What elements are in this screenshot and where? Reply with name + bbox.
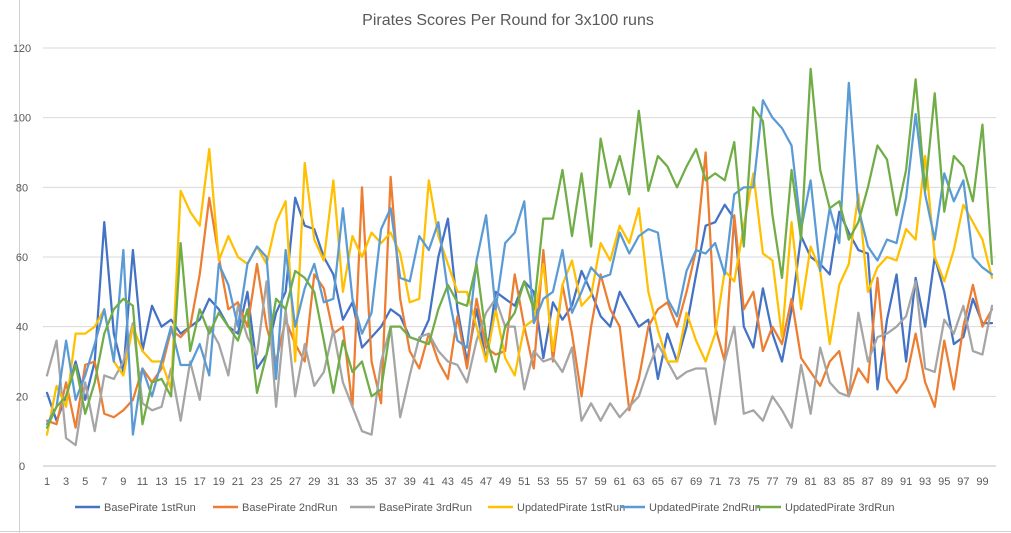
x-tick-label: 13 <box>155 476 167 488</box>
x-tick-label: 47 <box>480 476 492 488</box>
x-tick-label: 59 <box>595 476 607 488</box>
x-tick-label: 81 <box>805 476 817 488</box>
x-tick-label: 51 <box>518 476 530 488</box>
x-tick-label: 67 <box>671 476 683 488</box>
x-tick-label: 7 <box>101 476 107 488</box>
legend-item: BasePirate 2ndRun <box>213 502 337 514</box>
x-tick-label: 85 <box>843 476 855 488</box>
chart-title: Pirates Scores Per Round for 3x100 runs <box>362 12 654 29</box>
y-tick-label: 40 <box>16 322 28 334</box>
x-tick-label: 31 <box>327 476 339 488</box>
x-tick-label: 95 <box>938 476 950 488</box>
series-line-updatedpirate-1strun <box>45 147 994 436</box>
x-tick-label: 53 <box>537 476 549 488</box>
x-tick-label: 3 <box>63 476 69 488</box>
legend: BasePirate 1stRun BasePirate 2ndRun BasePi… <box>75 502 894 514</box>
x-tick-label: 41 <box>423 476 435 488</box>
x-tick-label: 87 <box>862 476 874 488</box>
x-tick-label: 57 <box>575 476 587 488</box>
legend-label: BasePirate 1stRun <box>104 502 196 514</box>
x-tick-label: 79 <box>785 476 797 488</box>
x-tick-label: 89 <box>881 476 893 488</box>
x-tick-label: 21 <box>232 476 244 488</box>
x-tick-label: 63 <box>633 476 645 488</box>
x-tick-label: 37 <box>385 476 397 488</box>
x-tick-label: 65 <box>652 476 664 488</box>
x-tick-label: 23 <box>251 476 263 488</box>
legend-label: UpdatedPirate 2ndRun <box>649 502 761 514</box>
x-tick-label: 5 <box>82 476 88 488</box>
x-tick-label: 45 <box>461 476 473 488</box>
x-tick-label: 97 <box>957 476 969 488</box>
legend-label: BasePirate 3rdRun <box>379 502 472 514</box>
legend-item: UpdatedPirate 3rdRun <box>756 502 894 514</box>
x-tick-label: 1 <box>44 476 50 488</box>
legend-label: UpdatedPirate 1stRun <box>517 502 625 514</box>
x-tick-label: 99 <box>976 476 988 488</box>
x-tick-label: 35 <box>365 476 377 488</box>
x-tick-label: 27 <box>289 476 301 488</box>
x-tick-label: 83 <box>824 476 836 488</box>
x-tick-label: 15 <box>175 476 187 488</box>
legend-item: BasePirate 3rdRun <box>350 502 472 514</box>
x-tick-label: 71 <box>709 476 721 488</box>
x-tick-label: 39 <box>404 476 416 488</box>
legend-label: BasePirate 2ndRun <box>242 502 337 514</box>
x-tick-label: 19 <box>213 476 225 488</box>
legend-item: UpdatedPirate 1stRun <box>488 502 625 514</box>
legend-item: BasePirate 1stRun <box>75 502 196 514</box>
series-line-updatedpirate-2ndrun <box>45 81 994 436</box>
x-tick-label: 93 <box>919 476 931 488</box>
x-tick-label: 25 <box>270 476 282 488</box>
gridlines <box>43 47 996 467</box>
x-tick-label: 49 <box>499 476 511 488</box>
y-tick-label: 120 <box>13 43 31 55</box>
y-tick-label: 60 <box>16 252 28 264</box>
x-tick-label: 73 <box>728 476 740 488</box>
y-tick-label: 0 <box>19 461 25 473</box>
x-tick-label: 75 <box>747 476 759 488</box>
series-lines <box>45 67 994 447</box>
legend-label: UpdatedPirate 3rdRun <box>785 502 894 514</box>
x-tick-label: 9 <box>120 476 126 488</box>
y-tick-label: 100 <box>13 113 31 125</box>
y-tick-label: 80 <box>16 182 28 194</box>
x-tick-label: 69 <box>690 476 702 488</box>
x-tick-label: 77 <box>766 476 778 488</box>
x-tick-label: 29 <box>308 476 320 488</box>
y-axis-ticks: 0 20 40 60 80 100 120 <box>13 43 31 473</box>
series-line-updatedpirate-3rdrun <box>45 67 994 429</box>
x-tick-label: 17 <box>194 476 206 488</box>
x-tick-label: 33 <box>346 476 358 488</box>
y-tick-label: 20 <box>16 391 28 403</box>
x-axis-ticks: 1 3 5 7 9 11 13 15 17 19 21 23 25 27 29 31 33 35 37 39 41 43 4… <box>44 476 989 488</box>
x-tick-label: 55 <box>556 476 568 488</box>
x-tick-label: 43 <box>442 476 454 488</box>
x-tick-label: 11 <box>137 476 148 488</box>
x-tick-label: 91 <box>900 476 912 488</box>
legend-item: UpdatedPirate 2ndRun <box>620 502 761 514</box>
x-tick-label: 61 <box>614 476 626 488</box>
